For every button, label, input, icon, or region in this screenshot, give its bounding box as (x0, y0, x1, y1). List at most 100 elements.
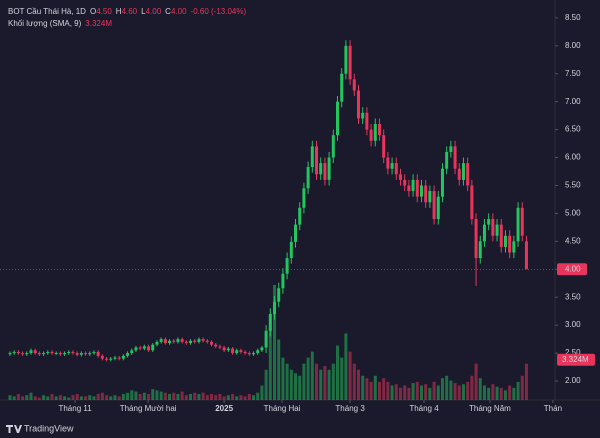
candle-body (226, 348, 230, 351)
volume-bar (142, 392, 146, 400)
volume-bar (21, 396, 25, 400)
volume-bar (197, 393, 201, 400)
candle-body (189, 340, 193, 344)
volume-bar (92, 396, 96, 400)
candle-body (449, 146, 453, 152)
logo (6, 425, 22, 433)
legend-value: 4.00 (146, 7, 162, 16)
y-tick-label: 4.50 (565, 236, 581, 245)
legend-key: L (141, 7, 146, 16)
volume-bar (37, 397, 41, 400)
candle-body (180, 339, 184, 342)
y-tick-label: 5.50 (565, 181, 581, 190)
volume-bar (466, 381, 470, 400)
volume-bar (499, 387, 503, 400)
candle-body (315, 146, 319, 175)
volume-bar (75, 393, 79, 400)
candle-body (285, 258, 289, 274)
candle-body (319, 163, 323, 175)
legend-change: -0.60 (-13.04%) (191, 7, 247, 16)
volume-bar (474, 363, 478, 400)
candle-body (130, 350, 134, 354)
volume-bar (403, 385, 407, 400)
y-tick-label: 6.00 (565, 153, 581, 162)
y-tick-label: 3.00 (565, 320, 581, 329)
candle-body (142, 346, 146, 349)
candle-body (113, 357, 117, 359)
x-tick-label: Thán (544, 404, 562, 413)
candle-body (126, 353, 130, 356)
volume-bar (382, 378, 386, 400)
candle-body (151, 344, 155, 351)
volume-bar (8, 395, 12, 400)
legend-key: H (116, 7, 122, 16)
volume-bar (210, 393, 214, 400)
candle-body (419, 185, 423, 197)
volume-bar (33, 396, 37, 400)
candle-body (172, 340, 176, 342)
volume-bar (268, 327, 272, 400)
volume-tag-label: 3.324M (562, 355, 589, 364)
candle-body (100, 355, 104, 359)
candle-body (398, 174, 402, 180)
volume-bar (256, 392, 260, 400)
volume-tag (557, 353, 595, 366)
volume-bar (58, 395, 62, 400)
candle-body (197, 339, 201, 342)
candle-body (503, 235, 507, 247)
volume-bar (520, 375, 524, 400)
candle-body (457, 168, 461, 180)
candle-body (323, 163, 327, 180)
symbol: BOT Cầu Thái Hà, 1D (8, 7, 86, 16)
price-tag-label: 4.00 (565, 264, 581, 273)
volume-bar (310, 351, 314, 400)
volume-bar (482, 385, 486, 400)
candle-body (394, 163, 398, 175)
volume-bar (12, 396, 16, 400)
volume-bar (340, 357, 344, 400)
volume-bar (285, 363, 289, 400)
volume-bar (352, 363, 356, 400)
candle-body (63, 353, 67, 355)
candle-body (461, 163, 465, 180)
x-tick-label: Tháng Năm (469, 404, 511, 413)
volume-bar (126, 392, 130, 400)
y-tick-label: 2.00 (565, 376, 581, 385)
y-tick-label: 2.50 (565, 348, 581, 357)
volume-bar (235, 396, 239, 400)
volume-bar (449, 380, 453, 400)
volume-bar (436, 385, 440, 400)
volume-bar (440, 378, 444, 400)
candle-body (516, 207, 520, 242)
volume-bar (457, 385, 461, 400)
candle-body (33, 350, 37, 354)
x-tick-label: 2025 (215, 404, 233, 413)
candle-body (373, 124, 377, 141)
candle-body (147, 346, 151, 351)
volume-bar (130, 390, 134, 400)
volume-bar (306, 357, 310, 400)
volume-bar (100, 392, 104, 400)
candle-body (205, 340, 209, 342)
candle-body (361, 112, 365, 119)
candle-body (84, 353, 88, 355)
volume-bar (315, 363, 319, 400)
volume-bar (247, 393, 251, 400)
legend-key: C (165, 7, 171, 16)
volume-bar (277, 339, 281, 400)
candle-body (117, 357, 121, 359)
volume-bar (508, 385, 512, 400)
volume-bar (67, 397, 71, 400)
candle-body (184, 341, 188, 344)
candle-body (298, 207, 302, 225)
candle-body (54, 353, 58, 355)
candle-body (424, 185, 428, 203)
volume-bar (424, 384, 428, 400)
candle-body (331, 135, 335, 158)
candle-body (155, 341, 159, 345)
volume-bar (79, 396, 83, 400)
volume-bar (63, 396, 67, 400)
volume-bar (398, 387, 402, 400)
candle-body (495, 224, 499, 236)
